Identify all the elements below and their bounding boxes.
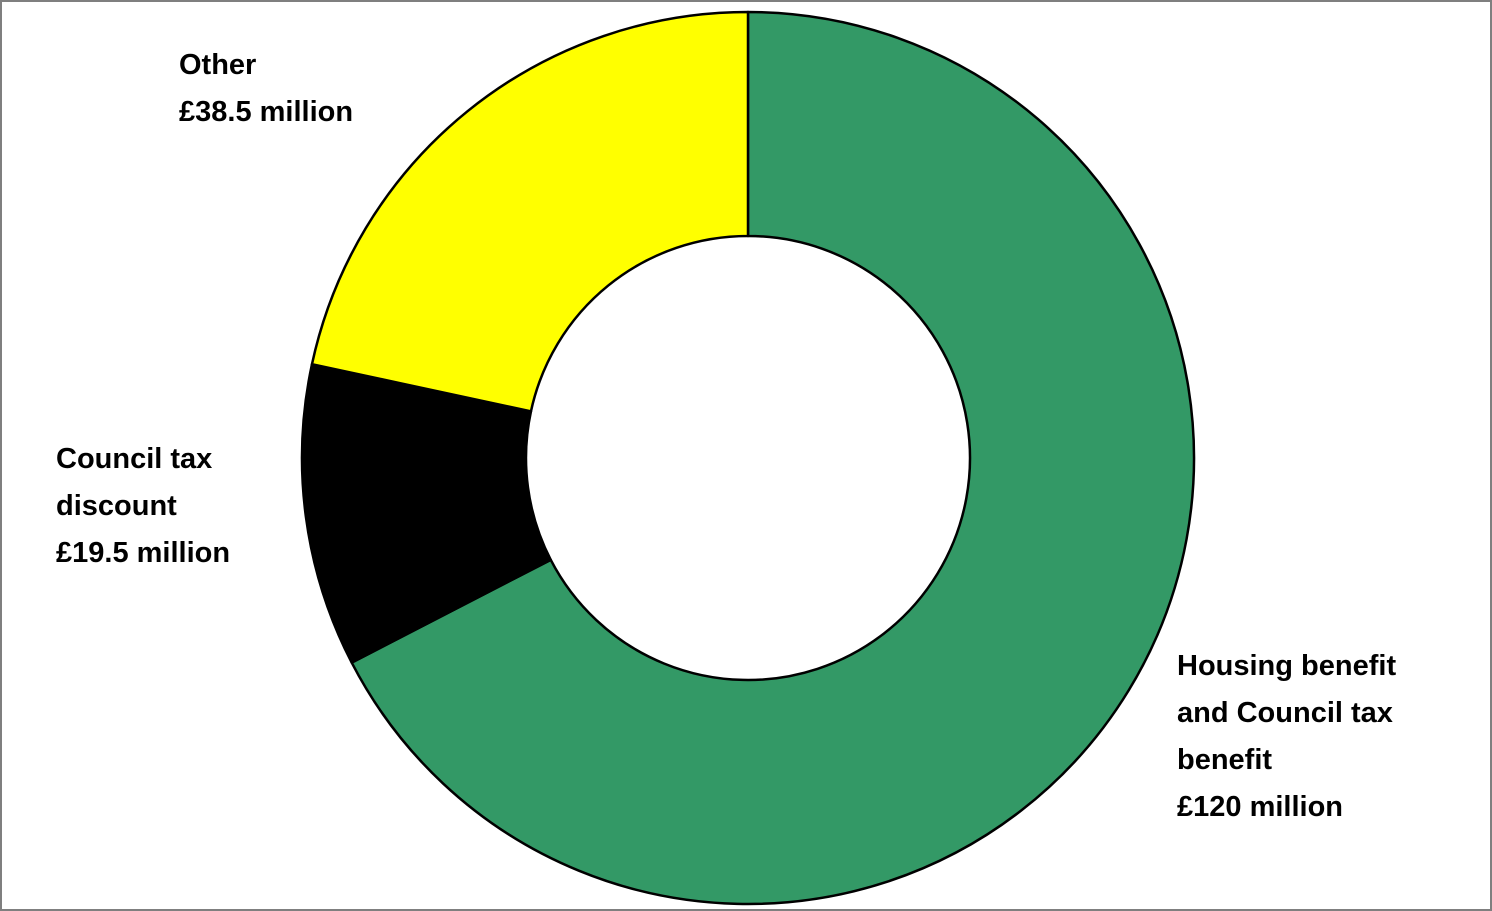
slice-label: Other £38.5 million bbox=[179, 49, 353, 128]
slice-labels: Housing benefit and Council tax benefit £12… bbox=[56, 49, 1396, 823]
slice-label-line: discount bbox=[56, 490, 177, 522]
donut-slice-housing-benefit-and-council-tax-benefit bbox=[350, 10, 1196, 906]
slice-label: Housing benefit and Council tax benefit £12… bbox=[1177, 650, 1396, 823]
slice-label-line: £19.5 million bbox=[56, 537, 230, 569]
slice-label-line: £38.5 million bbox=[179, 96, 353, 128]
slice-label: Council tax discount £19.5 million bbox=[56, 443, 230, 569]
slice-label-line: and Council tax bbox=[1177, 697, 1393, 729]
donut-slice-council-tax-discount bbox=[300, 362, 552, 664]
slice-label-line: Other bbox=[179, 49, 256, 81]
slice-label-line: Housing benefit bbox=[1177, 650, 1396, 682]
donut-slice-other bbox=[310, 10, 750, 413]
slice-label-line: Council tax bbox=[56, 443, 212, 475]
slice-label-line: benefit bbox=[1177, 744, 1272, 776]
slice-label-line: £120 million bbox=[1177, 791, 1343, 823]
donut-slices bbox=[300, 10, 1196, 906]
